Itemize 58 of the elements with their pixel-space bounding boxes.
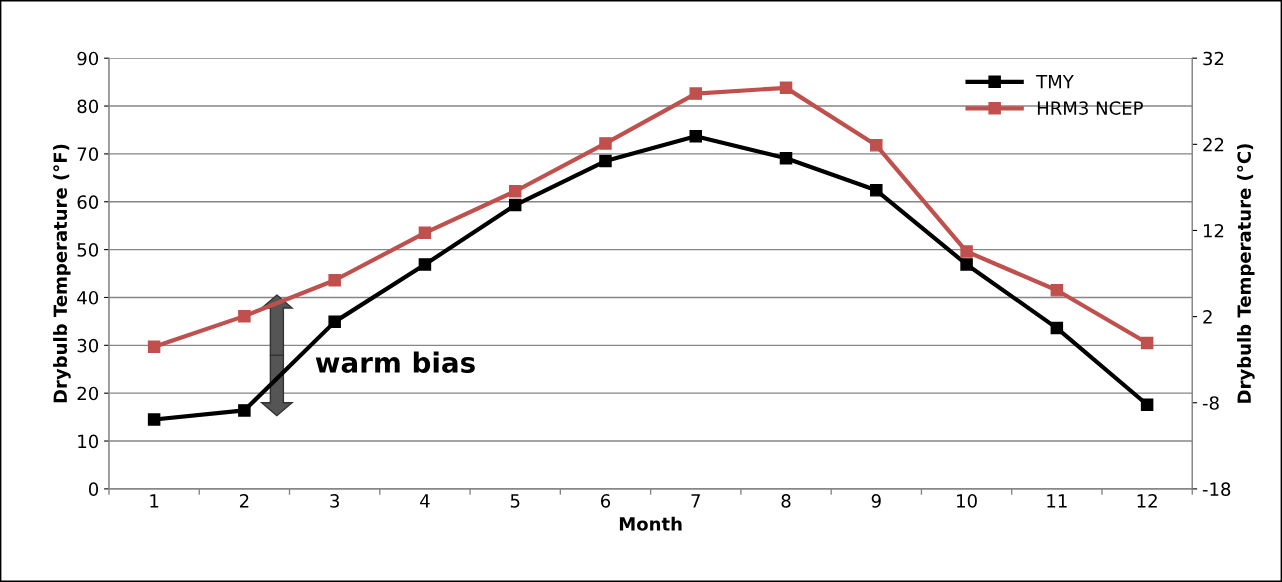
point — [418, 258, 432, 271]
y-tick-label: 50 — [77, 243, 99, 257]
x-tick-label: 6 — [601, 494, 611, 508]
point — [689, 129, 703, 143]
y2-tick-label: -18 — [1202, 482, 1231, 496]
point — [418, 226, 432, 240]
x-tick-label: 9 — [871, 494, 881, 508]
x-tick-label: 8 — [781, 494, 791, 508]
x-tick-label: 2 — [239, 494, 249, 508]
y-tick-label: 80 — [77, 99, 99, 114]
y-tick-label: 60 — [77, 195, 99, 209]
y2-tick-label: 22 — [1203, 137, 1224, 152]
y-tick-label: 0 — [88, 482, 99, 496]
legend-label: TMY — [1036, 75, 1074, 89]
point — [508, 184, 522, 198]
point — [870, 184, 883, 197]
point — [960, 258, 973, 271]
point — [328, 315, 341, 329]
point — [238, 309, 251, 323]
point — [599, 154, 612, 168]
y-tick-label: 30 — [77, 338, 99, 353]
x-tick-label: 11 — [1047, 494, 1067, 508]
x-tick-label: 4 — [420, 494, 430, 508]
point — [147, 413, 161, 426]
point — [508, 198, 522, 212]
point — [960, 245, 973, 258]
y-axis-title: Drybulb Temperature (°F) — [53, 144, 71, 403]
y2-tick-label: 32 — [1203, 51, 1224, 66]
legend-label: HRM3 NCEP — [1037, 101, 1143, 115]
y2-tick-label: -8 — [1202, 396, 1219, 410]
point — [328, 273, 341, 287]
y-tick-label: 20 — [77, 386, 99, 401]
point — [147, 340, 161, 354]
point — [1050, 321, 1064, 335]
x-tick-label: 12 — [1137, 494, 1157, 508]
y-tick-label: 70 — [77, 147, 99, 162]
y2-tick-label: 2 — [1203, 310, 1212, 324]
point — [1140, 336, 1154, 350]
x-tick-label: 10 — [957, 494, 977, 508]
x-tick-label: 7 — [691, 494, 700, 508]
x-axis-title: Month — [619, 516, 682, 531]
y-tick-label: 40 — [77, 290, 99, 305]
point — [238, 404, 251, 417]
x-tick-label: 1 — [150, 494, 159, 508]
point — [870, 139, 883, 152]
point — [1050, 284, 1064, 297]
x-tick-label: 5 — [510, 494, 520, 508]
point — [599, 137, 612, 150]
point — [779, 81, 793, 95]
y2-tick-label: 12 — [1203, 223, 1224, 238]
point — [1140, 398, 1154, 411]
y-tick-label: 90 — [77, 51, 99, 66]
point — [779, 151, 793, 165]
annotation: warm bias — [315, 351, 475, 373]
y-tick-label: 10 — [78, 434, 99, 449]
x-tick-label: 3 — [330, 494, 339, 508]
point — [689, 87, 703, 100]
y2-axis-title: Drybulb Temperature (°C) — [1237, 144, 1255, 403]
